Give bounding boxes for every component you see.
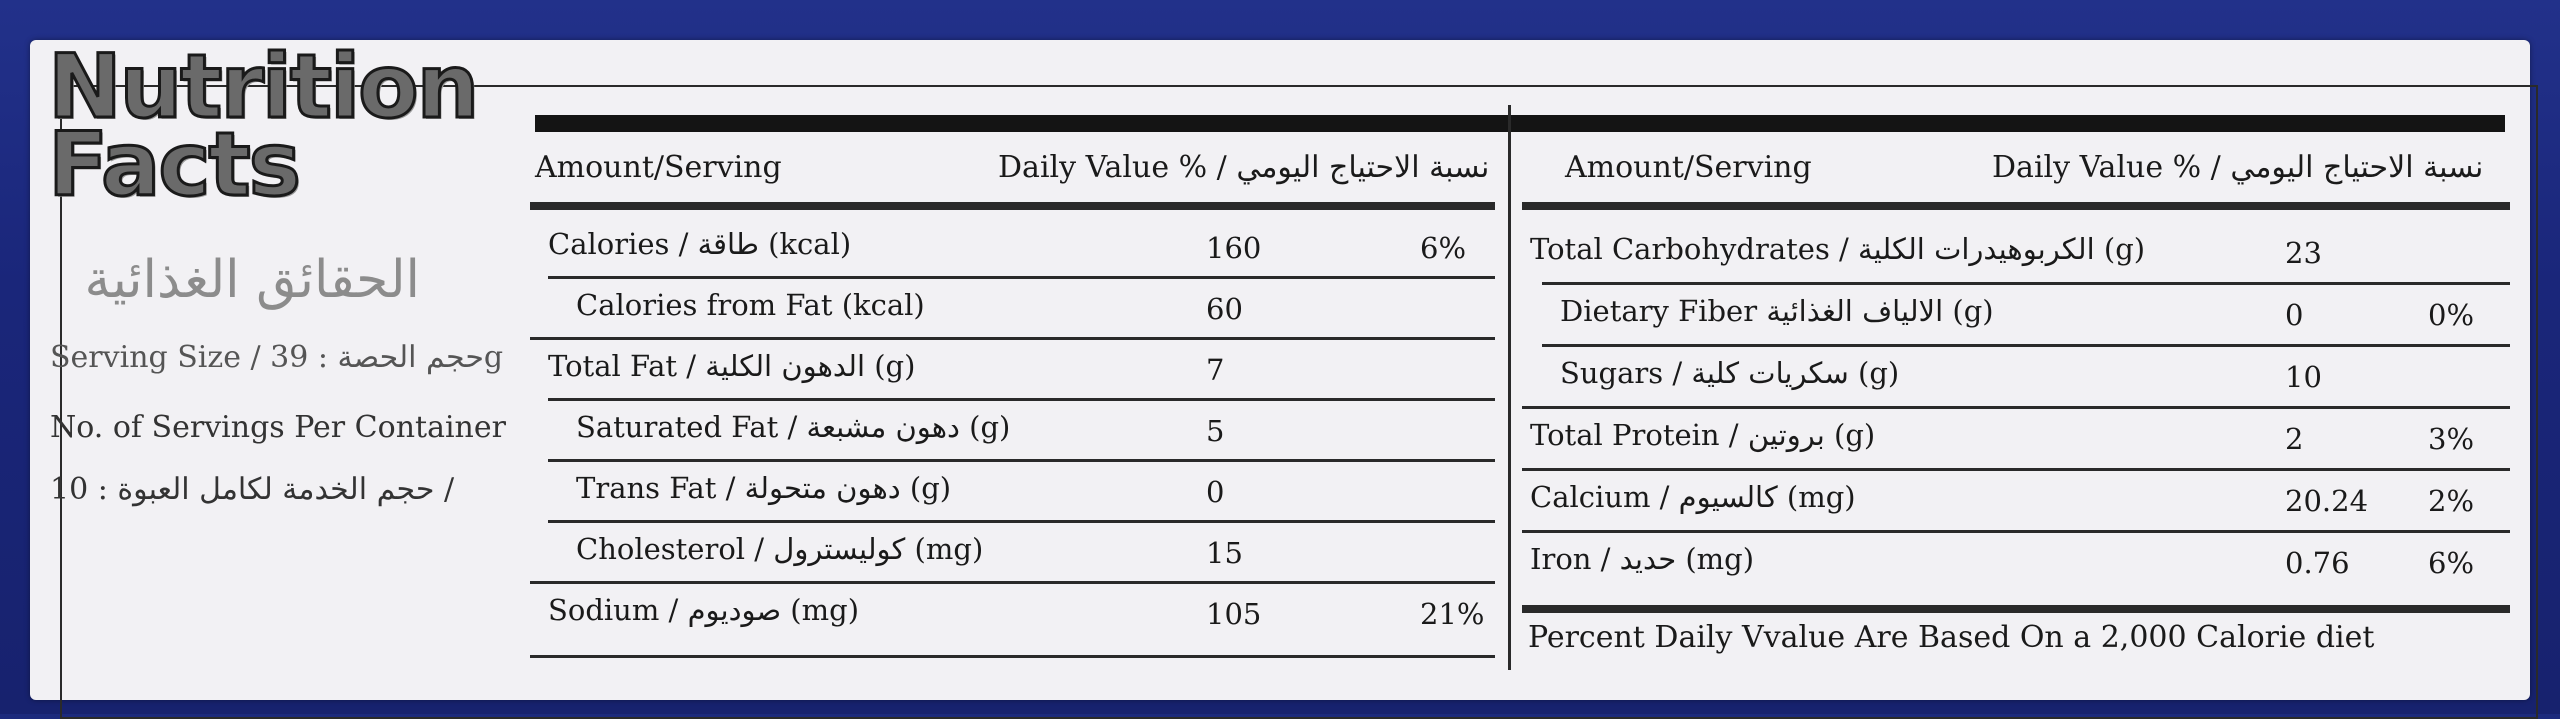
nutrient-amount: 0: [2285, 298, 2304, 332]
nutrient-daily-value: 21%: [1420, 597, 1485, 631]
nutrient-amount: 10: [2285, 360, 2322, 394]
nutrient-amount: 5: [1206, 414, 1225, 448]
nutrient-name: Sodium / صوديوم (mg): [548, 593, 860, 627]
top-thick-bar: [535, 115, 2505, 132]
column-divider: [1508, 105, 1511, 670]
title: Nutrition Facts: [47, 35, 508, 216]
left-header-rule: [530, 202, 1495, 210]
nutrient-name: Saturated Fat / دهون مشبعة (g): [576, 410, 1011, 444]
right-header-daily-value: Daily Value % / نسبة الاحتياج اليومي: [1992, 150, 2484, 185]
serving-size: Serving Size / حجم الحصة : 39g: [50, 340, 504, 375]
right-header-amount: Amount/Serving: [1565, 150, 1812, 185]
nutrient-name: Sugars / سكريات كلية (g): [1560, 356, 1900, 390]
row-divider: [530, 337, 1495, 340]
row-divider: [548, 398, 1495, 401]
nutrient-amount: 0: [1206, 475, 1225, 509]
nutrient-name: Dietary Fiber الالياف الغذائية (g): [1560, 294, 1994, 328]
nutrient-name: Total Carbohydrates / الكربوهيدرات الكلي…: [1530, 232, 2146, 266]
nutrient-name: Calcium / كالسيوم (mg): [1530, 480, 1856, 514]
nutrient-name: Calories / طاقة (kcal): [548, 227, 852, 261]
row-divider: [1522, 406, 2510, 409]
nutrient-name: Cholesterol / كوليسترول (mg): [576, 532, 984, 566]
nutrient-amount: 15: [1206, 536, 1243, 570]
row-divider: [1542, 282, 2510, 285]
nutrient-daily-value: 0%: [2428, 298, 2475, 332]
nutrient-daily-value: 6%: [1420, 231, 1467, 265]
nutrient-daily-value: 2%: [2428, 484, 2475, 518]
row-divider: [548, 520, 1495, 523]
nutrient-name: Calories from Fat (kcal): [576, 288, 925, 322]
nutrient-daily-value: 6%: [2428, 546, 2475, 580]
row-divider: [530, 581, 1495, 584]
row-divider: [548, 276, 1495, 279]
right-header-rule: [1522, 202, 2510, 210]
nutrient-name: Total Protein / بروتين (g): [1530, 418, 1876, 452]
nutrient-name: Total Fat / الدهون الكلية (g): [548, 349, 916, 383]
title-line2: Facts: [47, 113, 303, 216]
nutrient-amount: 23: [2285, 236, 2322, 270]
nutrient-daily-value: 3%: [2428, 422, 2475, 456]
nutrition-label: [30, 40, 2538, 719]
nutrient-amount: 7: [1206, 353, 1225, 387]
servings-value: 10 : حجم الخدمة لكامل العبوة /: [50, 472, 455, 507]
row-divider: [1542, 344, 2510, 347]
row-divider: [1522, 530, 2510, 533]
nutrient-amount: 160: [1206, 231, 1262, 265]
servings-per-container: No. of Servings Per Container: [50, 410, 506, 445]
nutrient-name: Trans Fat / دهون متحولة (g): [576, 471, 952, 505]
footnote-rule: [1522, 605, 2510, 613]
nutrient-amount: 105: [1206, 597, 1262, 631]
title-line1: Nutrition: [47, 35, 481, 138]
left-header-daily-value: Daily Value % / نسبة الاحتياج اليومي: [998, 150, 1490, 185]
left-bottom-rule: [530, 655, 1495, 658]
nutrient-name: Iron / حديد (mg): [1530, 542, 1755, 576]
row-divider: [1522, 468, 2510, 471]
nutrient-amount: 60: [1206, 292, 1243, 326]
nutrient-amount: 20.24: [2285, 484, 2369, 518]
nutrient-amount: 2: [2285, 422, 2304, 456]
left-header-amount: Amount/Serving: [535, 150, 782, 185]
title-arabic: الحقائق الغذائية: [84, 250, 420, 310]
footnote: Percent Daily Vvalue Are Based On a 2,00…: [1528, 620, 2375, 655]
nutrient-amount: 0.76: [2285, 546, 2350, 580]
row-divider: [548, 459, 1495, 462]
